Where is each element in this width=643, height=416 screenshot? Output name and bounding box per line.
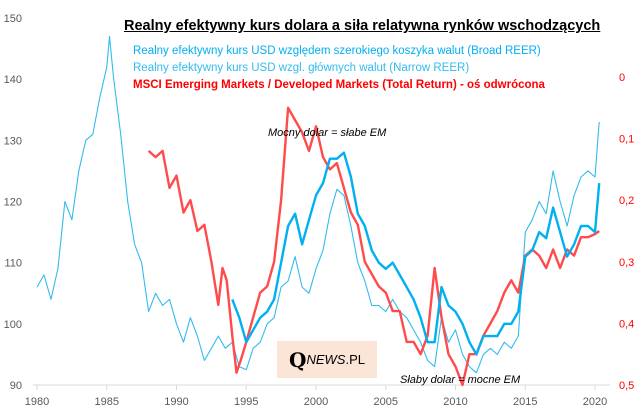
legend-broad-reer: Realny efektywny kurs USD względem szero… <box>133 45 541 57</box>
y-left-tick-label: 120 <box>4 197 22 209</box>
x-tick-label: 2005 <box>374 396 398 408</box>
series-line-narrow-reer <box>36 35 600 374</box>
chart-title: Realny efektywny kurs dolara a siła rela… <box>124 18 601 34</box>
y-right-tick-label: 0 <box>619 72 625 84</box>
x-tick-label: 1980 <box>25 396 49 408</box>
logo-text: NEWS <box>306 352 346 367</box>
annotation-weak-dollar: Słaby dolar = mocne EM <box>400 374 521 386</box>
qnews-logo: Q NEWS.PL <box>277 341 377 378</box>
logo-suffix: .PL <box>345 352 365 367</box>
y-right-tick-label: 0,2 <box>619 195 634 207</box>
y-right-tick-label: 0,4 <box>619 318 634 330</box>
x-tick-label: 2020 <box>583 396 607 408</box>
y-left-tick-label: 100 <box>4 319 22 331</box>
legend-narrow-reer: Realny efektywny kurs USD wzgl. głównych… <box>133 62 470 74</box>
y-left-tick-label: 110 <box>4 258 22 270</box>
x-tick-label: 2010 <box>443 396 467 408</box>
y-left-tick-label: 150 <box>4 13 22 25</box>
logo-q: Q <box>289 347 307 372</box>
y-left-tick-label: 140 <box>4 74 22 86</box>
y-left-tick-label: 130 <box>4 135 22 147</box>
y-right-tick-label: 0,1 <box>619 134 634 146</box>
x-tick-label: 2015 <box>513 396 537 408</box>
x-tick-label: 1985 <box>95 396 119 408</box>
x-tick-label: 2000 <box>304 396 328 408</box>
series-line-broad-reer <box>231 151 601 356</box>
y-right-tick-label: 0,3 <box>619 257 634 269</box>
y-left-tick-label: 90 <box>10 380 22 392</box>
legend-msci: MSCI Emerging Markets / Developed Market… <box>133 79 545 91</box>
x-tick-label: 1990 <box>164 396 188 408</box>
annotation-strong-dollar: Mocny dolar = słabe EM <box>268 127 387 139</box>
y-right-tick-label: 0,5 <box>619 380 634 392</box>
x-tick-label: 1995 <box>234 396 258 408</box>
